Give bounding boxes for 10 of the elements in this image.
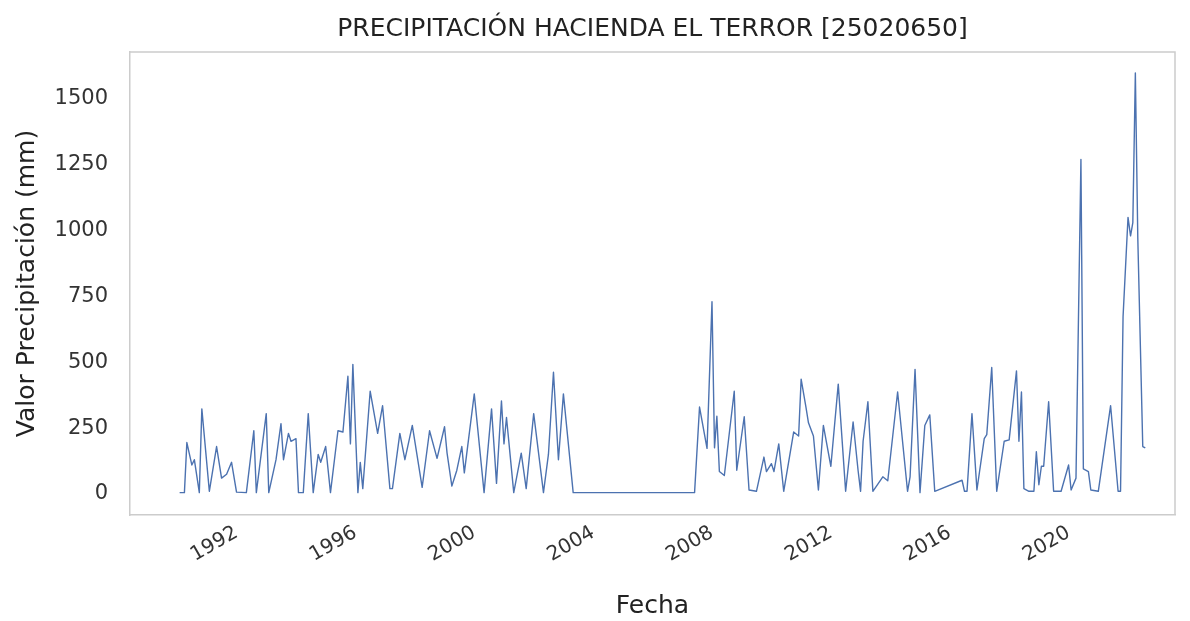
y-tick-label: 750 (67, 282, 108, 307)
y-tick-label: 0 (94, 480, 108, 505)
y-tick-label: 1500 (54, 85, 108, 110)
y-tick-label: 250 (67, 414, 108, 439)
y-tick-label: 500 (67, 348, 108, 373)
chart-title: PRECIPITACIÓN HACIENDA EL TERROR [25020650] (337, 11, 968, 42)
x-axis-title: Fecha (615, 589, 690, 619)
y-axis-title: Valor Precipitación (mm) (10, 129, 40, 438)
y-tick-label: 1250 (54, 151, 108, 176)
y-tick-label: 1000 (54, 217, 108, 242)
